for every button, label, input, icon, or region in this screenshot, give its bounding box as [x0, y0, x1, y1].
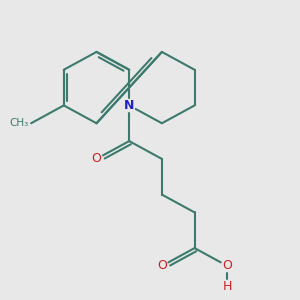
Text: O: O: [92, 152, 101, 165]
Text: N: N: [124, 99, 134, 112]
Text: CH₃: CH₃: [10, 118, 29, 128]
Text: O: O: [222, 260, 232, 272]
Text: H: H: [223, 280, 232, 293]
Text: O: O: [157, 260, 167, 272]
